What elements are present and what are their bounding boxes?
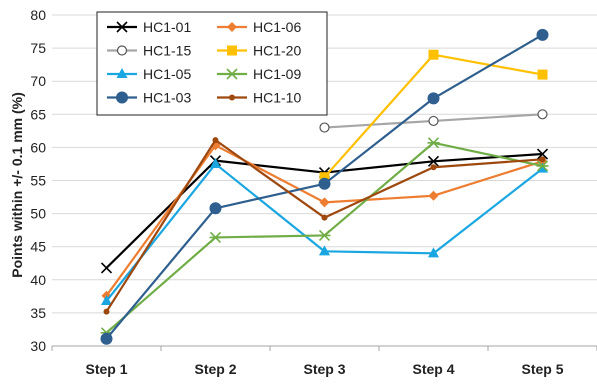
y-tick-label: 60: [30, 139, 46, 155]
legend-entry: HC1-20: [217, 43, 301, 59]
legend-entry: HC1-15: [107, 43, 191, 59]
data-point: [318, 229, 331, 242]
legend-marker: [227, 22, 237, 32]
data-point: [319, 245, 330, 256]
series-line-hc1-10: [105, 139, 543, 313]
legend-entry: HC1-09: [217, 66, 301, 82]
legend-entry: HC1-05: [107, 66, 191, 82]
legend-label: HC1-03: [143, 90, 191, 106]
data-point: [427, 155, 440, 167]
x-tick-label: Step 4: [412, 361, 454, 377]
y-tick-label: 45: [30, 239, 46, 255]
legend-label: HC1-15: [143, 43, 191, 59]
y-tick-label: 80: [30, 7, 46, 23]
y-tick-label: 75: [30, 40, 46, 56]
data-point: [427, 137, 440, 149]
legend-entry: HC1-03: [107, 90, 191, 106]
data-point: [537, 109, 548, 120]
legend-label: HC1-20: [253, 43, 301, 59]
x-tick-label: Step 1: [85, 361, 127, 377]
y-tick-label: 65: [30, 106, 46, 122]
legend: HC1-01 HC1-06 HC1-15 HC1-20 HC1-05 HC1-09 HC1-…: [96, 11, 328, 116]
series-hc1-10: [103, 137, 546, 315]
data-point: [430, 164, 437, 171]
series-line-hc1-09: [105, 141, 543, 334]
data-point: [319, 197, 330, 208]
data-point: [428, 247, 439, 258]
y-tick-label: 30: [30, 338, 46, 354]
data-point: [319, 122, 330, 133]
data-point: [536, 148, 549, 160]
legend-marker: [227, 45, 237, 56]
legend-marker: [226, 68, 238, 80]
y-tick-label: 40: [30, 272, 46, 288]
data-point: [537, 162, 548, 173]
legend-marker: [229, 94, 235, 101]
data-point: [209, 202, 222, 215]
series-hc1-09: [100, 137, 549, 339]
data-point: [103, 308, 110, 315]
axes: 30 35 40 45 50 55 60 65 70 75 80 Step 1 Step 2 Step 3…: [30, 7, 597, 377]
series-hc1-15: [319, 109, 548, 133]
legend-marker: [116, 21, 128, 33]
data-point: [209, 231, 222, 243]
series-hc1-03: [100, 28, 549, 345]
data-point: [319, 172, 330, 183]
y-tick-label: 55: [30, 173, 46, 189]
x-tick-label: Step 5: [521, 361, 563, 377]
data-point: [539, 156, 546, 163]
data-point: [428, 190, 439, 201]
series-hc1-20: [319, 49, 548, 183]
legend-entry: HC1-06: [217, 19, 301, 35]
x-tick-label: Step 3: [303, 361, 345, 377]
y-axis-label: Points within +/- 0.1 mm (%): [9, 92, 25, 278]
legend-label: HC1-09: [253, 66, 301, 82]
data-point: [321, 214, 328, 221]
data-point: [537, 69, 548, 80]
data-point: [536, 28, 549, 41]
legend-entry: HC1-10: [217, 90, 301, 106]
data-point: [318, 177, 331, 190]
y-tick-label: 35: [30, 305, 46, 321]
legend-marker: [116, 91, 128, 104]
series-hc1-05: [101, 157, 548, 305]
data-point: [427, 92, 440, 105]
data-point: [428, 49, 439, 60]
y-tick-label: 50: [30, 206, 46, 222]
legend-label: HC1-05: [143, 66, 191, 82]
data-point: [212, 137, 219, 144]
legend-marker: [116, 68, 128, 78]
series-group: [100, 28, 549, 345]
data-point: [210, 157, 221, 168]
legend-label: HC1-01: [143, 19, 191, 35]
data-point: [428, 115, 439, 127]
data-point: [101, 294, 112, 305]
legend-entry: HC1-01: [107, 19, 191, 35]
y-tick-label: 70: [30, 73, 46, 89]
data-point: [536, 160, 549, 172]
x-tick-label: Step 2: [194, 361, 236, 377]
data-point: [100, 262, 113, 274]
legend-marker: [116, 45, 128, 56]
data-point: [100, 332, 113, 345]
legend-label: HC1-06: [253, 19, 301, 35]
legend-label: HC1-10: [253, 90, 301, 106]
